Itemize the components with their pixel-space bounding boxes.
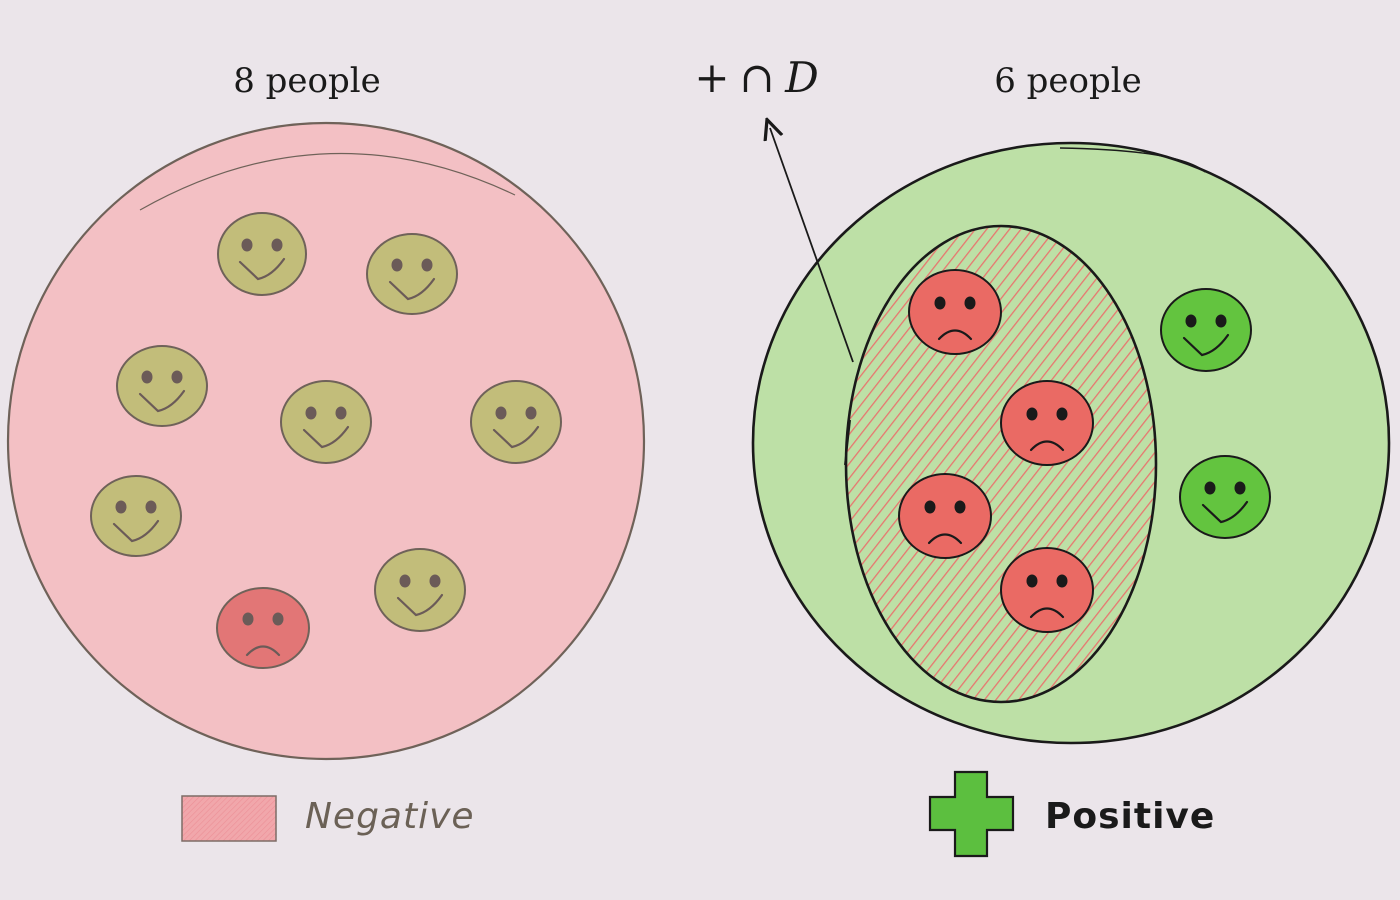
positive-group-happy-face-icon-5	[1160, 288, 1252, 372]
negative-group-sad-face-icon-8-right-eye	[272, 612, 284, 626]
positive-circle-sketch-stroke	[1059, 147, 1206, 173]
positive-group-happy-face-icon-5-right-eye	[1215, 314, 1227, 328]
negative-group-happy-face-icon-4-left-eye	[305, 406, 317, 420]
negative-group-happy-face-icon-3-head	[116, 345, 208, 427]
negative-group-happy-face-icon-3-smile	[138, 389, 186, 413]
positive-group-happy-face-icon-6-head	[1179, 455, 1271, 539]
positive-group-happy-face-icon-5-left-eye	[1185, 314, 1197, 328]
negative-group-happy-face-icon-4-head	[280, 380, 372, 464]
left-group-title: 8 people	[233, 61, 381, 101]
negative-group-happy-face-icon-4	[280, 380, 372, 464]
negative-group-happy-face-icon-4-right-eye	[335, 406, 347, 420]
positive-group-sad-face-icon-1-left-eye	[934, 296, 946, 310]
negative-group-happy-face-icon-2-smile	[388, 277, 436, 301]
positive-group-sad-face-icon-2	[1000, 380, 1094, 466]
intersection-label: + ∩ D	[694, 53, 818, 102]
negative-group-happy-face-icon-5	[470, 380, 562, 464]
negative-group-happy-face-icon-7-smile	[396, 593, 444, 617]
positive-group-happy-face-icon-6-smile	[1201, 500, 1249, 524]
faces-layer	[90, 212, 1271, 669]
negative-group-happy-face-icon-3-left-eye	[141, 370, 153, 384]
positive-group-sad-face-icon-4-frown	[1029, 607, 1065, 619]
positive-group-sad-face-icon-4-right-eye	[1056, 574, 1068, 588]
negative-group-sad-face-icon-8-left-eye	[242, 612, 254, 626]
negative-group-happy-face-icon-2	[366, 233, 458, 315]
negative-legend-swatch	[181, 795, 277, 842]
intersection-cap-symbol: ∩	[739, 53, 774, 102]
negative-group-happy-face-icon-4-smile	[302, 425, 350, 449]
negative-group-happy-face-icon-5-smile	[492, 425, 540, 449]
negative-group-happy-face-icon-2-head	[366, 233, 458, 315]
negative-group-sad-face-icon-8-frown	[245, 645, 281, 657]
negative-group-happy-face-icon-6-smile	[112, 519, 160, 543]
negative-group-happy-face-icon-3	[116, 345, 208, 427]
positive-group-sad-face-icon-4-left-eye	[1026, 574, 1038, 588]
positive-group-sad-face-icon-3-left-eye	[924, 500, 936, 514]
positive-group-sad-face-icon-1-head	[908, 269, 1002, 355]
positive-legend-label: Positive	[1045, 796, 1215, 837]
positive-group-sad-face-icon-1-frown	[937, 329, 973, 341]
negative-group-sad-face-icon-8-head	[216, 587, 310, 669]
negative-group-happy-face-icon-6-right-eye	[145, 500, 157, 514]
negative-group-sad-face-icon-8	[216, 587, 310, 669]
negative-group-happy-face-icon-1	[217, 212, 307, 296]
negative-group-happy-face-icon-7-left-eye	[399, 574, 411, 588]
positive-group-sad-face-icon-2-frown	[1029, 440, 1065, 452]
positive-group-sad-face-icon-4-head	[1000, 547, 1094, 633]
negative-group-happy-face-icon-6-head	[90, 475, 182, 557]
negative-group-happy-face-icon-1-head	[217, 212, 307, 296]
positive-group-happy-face-icon-6-right-eye	[1234, 481, 1246, 495]
positive-group-sad-face-icon-1	[908, 269, 1002, 355]
negative-group-happy-face-icon-7-right-eye	[429, 574, 441, 588]
positive-legend: Positive	[928, 770, 1215, 858]
plus-icon	[928, 770, 1015, 858]
positive-group-happy-face-icon-6	[1179, 455, 1271, 539]
positive-group-happy-face-icon-5-smile	[1182, 333, 1230, 357]
negative-group-happy-face-icon-7	[374, 548, 466, 632]
negative-group-happy-face-icon-5-head	[470, 380, 562, 464]
right-group-title: 6 people	[994, 61, 1142, 101]
intersection-plus-symbol: +	[694, 53, 729, 102]
negative-group-happy-face-icon-1-smile	[238, 257, 286, 281]
positive-group-sad-face-icon-3-head	[898, 473, 992, 559]
intersection-sketch-stroke	[844, 419, 851, 466]
positive-group-sad-face-icon-2-head	[1000, 380, 1094, 466]
negative-group-happy-face-icon-6	[90, 475, 182, 557]
positive-group-sad-face-icon-4	[1000, 547, 1094, 633]
positive-group-sad-face-icon-3-right-eye	[954, 500, 966, 514]
negative-circle-sketch-stroke	[139, 152, 516, 211]
negative-group-happy-face-icon-7-head	[374, 548, 466, 632]
negative-legend-label: Negative	[305, 796, 475, 837]
positive-group-sad-face-icon-3-frown	[927, 533, 963, 545]
negative-legend: Negative	[181, 795, 475, 842]
positive-group-happy-face-icon-5-head	[1160, 288, 1252, 372]
intersection-set-symbol: D	[784, 53, 819, 102]
positive-group-sad-face-icon-2-right-eye	[1056, 407, 1068, 421]
positive-group-sad-face-icon-1-right-eye	[964, 296, 976, 310]
negative-group-happy-face-icon-2-right-eye	[421, 258, 433, 272]
negative-group-happy-face-icon-3-right-eye	[171, 370, 183, 384]
positive-group-happy-face-icon-6-left-eye	[1204, 481, 1216, 495]
negative-group-happy-face-icon-6-left-eye	[115, 500, 127, 514]
negative-group-happy-face-icon-1-left-eye	[241, 238, 253, 252]
positive-group-sad-face-icon-3	[898, 473, 992, 559]
negative-group-happy-face-icon-5-right-eye	[525, 406, 537, 420]
intersection-arrow	[770, 128, 854, 363]
negative-group-happy-face-icon-1-right-eye	[271, 238, 283, 252]
negative-group-happy-face-icon-2-left-eye	[391, 258, 403, 272]
intersection-ellipse	[844, 224, 1158, 704]
positive-group-sad-face-icon-2-left-eye	[1026, 407, 1038, 421]
negative-group-happy-face-icon-5-left-eye	[495, 406, 507, 420]
